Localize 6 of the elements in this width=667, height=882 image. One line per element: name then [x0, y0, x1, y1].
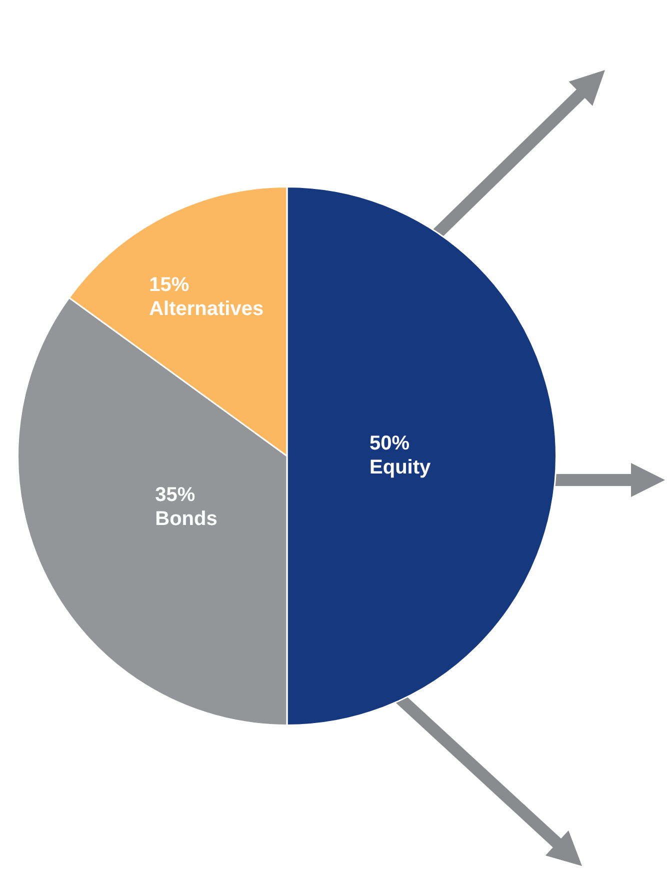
data-label: 35%: [155, 484, 196, 506]
slice-label: Alternatives: [149, 298, 264, 320]
slice-label: Bonds: [155, 508, 218, 530]
data-label: 50%: [370, 432, 410, 455]
data-label: 15%: [149, 274, 190, 296]
slice-label: Equity: [370, 456, 432, 479]
